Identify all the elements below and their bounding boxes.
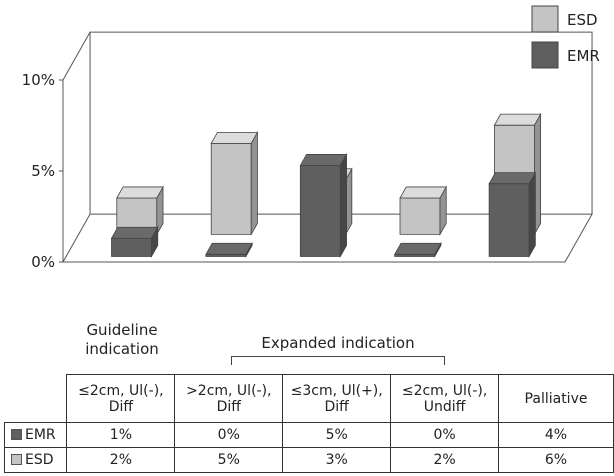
table-corner [4, 374, 68, 423]
bar-top-face [399, 186, 447, 199]
table-header-row: ≤2cm, Ul(-), Diff >2cm, Ul(-), Diff ≤3cm, … [4, 374, 614, 423]
bar-esd [116, 185, 164, 236]
esd-swatch-icon [11, 454, 22, 465]
y-tick-label: 5% [31, 162, 55, 180]
bar-emr [299, 152, 348, 259]
bar-chart-3d: 0% 5% 10% ESD EMR [22, 5, 600, 271]
bar-top-face [210, 131, 259, 144]
table-cell: 4% [498, 422, 614, 448]
table-row-emr: EMR 1% 0% 5% 0% 4% [3, 422, 614, 448]
table-header-line: ≤3cm, Ul(+), [290, 382, 383, 399]
table-cell: 5% [282, 422, 392, 448]
bar-emr [488, 171, 537, 259]
bar-top-face [205, 242, 253, 255]
bar-front-face [488, 183, 530, 257]
table-cell: 0% [390, 422, 500, 448]
table-row-label-emr: EMR [3, 422, 68, 448]
bar-top-face [299, 154, 348, 166]
table-header-line: Diff [216, 398, 241, 415]
table-cell: 3% [282, 447, 392, 473]
bar-front-face [399, 197, 441, 235]
bar-top-face [493, 113, 542, 126]
table-header-line: Diff [324, 398, 349, 415]
table-cell: 2% [66, 447, 176, 473]
bar-top-face [394, 242, 442, 255]
y-tick-label: 0% [31, 253, 55, 271]
emr-swatch-icon [11, 429, 22, 440]
bars [110, 112, 542, 259]
table-header-cell: ≤3cm, Ul(+), Diff [282, 374, 392, 423]
legend: ESD EMR [531, 5, 600, 69]
y-tick-labels: 0% 5% 10% [22, 71, 63, 271]
bar-esd [399, 185, 447, 236]
bar-top-face [488, 172, 537, 185]
bar-side-face [339, 152, 347, 259]
side-wall [62, 31, 91, 262]
legend-swatch-emr [531, 41, 559, 69]
table-header-line: ≤2cm, Ul(-), [78, 382, 164, 399]
bar-esd [210, 130, 259, 236]
legend-label-esd: ESD [567, 11, 598, 29]
table-header-cell: Palliative [498, 374, 614, 423]
data-table: ≤2cm, Ul(-), Diff >2cm, Ul(-), Diff ≤3cm, … [3, 374, 614, 473]
bar-emr [205, 241, 253, 259]
table-header-line: Diff [108, 398, 134, 415]
legend-swatch-esd [531, 5, 559, 33]
back-wall [89, 31, 593, 215]
bar-emr [110, 225, 159, 259]
legend-label-emr: EMR [567, 47, 600, 65]
y-tick-label: 10% [22, 71, 55, 89]
table-cell: 5% [174, 447, 284, 473]
bar-front-face [111, 237, 152, 257]
emr-row-label: EMR [25, 427, 56, 443]
bar-top-face [116, 186, 164, 199]
table-header-cell: ≤2cm, Ul(-), Undiff [390, 374, 500, 423]
table-header-cell: >2cm, Ul(-), Diff [174, 374, 284, 423]
table-row-label-esd: ESD [3, 447, 68, 473]
expanded-indication-label: Expanded indication [261, 334, 415, 352]
expanded-indication-bracket [231, 356, 445, 365]
table-header-line: Palliative [524, 390, 588, 407]
bar-side-face [250, 130, 258, 236]
table-cell: 1% [66, 422, 176, 448]
bar-side-face [528, 171, 536, 259]
bar-top-face [110, 226, 159, 239]
table-cell: 0% [174, 422, 284, 448]
bar-emr [394, 241, 442, 259]
table-header-cell: ≤2cm, Ul(-), Diff [66, 374, 176, 423]
table-cell: 6% [498, 447, 614, 473]
bar-front-face [299, 165, 341, 257]
table-header-line: Undiff [423, 398, 466, 415]
table-header-line: ≤2cm, Ul(-), [401, 382, 488, 399]
table-cell: 2% [390, 447, 500, 473]
esd-row-label: ESD [25, 452, 54, 468]
guideline-indication-label: Guideline indication [85, 321, 159, 358]
table-row-esd: ESD 2% 5% 3% 2% 6% [3, 447, 614, 473]
table-header-line: >2cm, Ul(-), [186, 382, 272, 399]
bar-front-face [210, 142, 252, 235]
